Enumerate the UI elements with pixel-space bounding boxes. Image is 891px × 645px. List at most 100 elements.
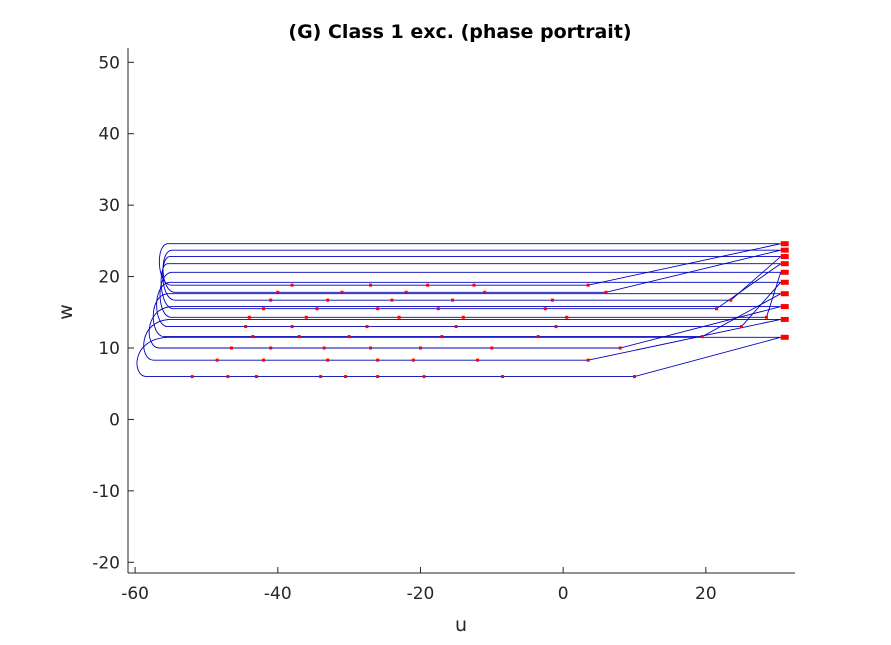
peak-marker: [780, 279, 789, 285]
peak-marker: [780, 304, 789, 310]
spike-marker: [262, 307, 266, 311]
spike-marker: [251, 335, 255, 339]
peak-marker: [780, 241, 789, 247]
spike-markers: [190, 241, 789, 379]
x-axis-label: u: [455, 614, 467, 636]
spike-marker: [536, 335, 540, 339]
spike-marker: [586, 283, 590, 287]
spike-marker: [290, 325, 294, 329]
spike-marker: [304, 315, 308, 319]
trajectory-line: [136, 336, 781, 378]
trajectory-line: [143, 318, 781, 361]
spike-marker: [247, 315, 251, 319]
spike-marker: [586, 358, 590, 362]
spike-marker: [454, 325, 458, 329]
spike-marker: [215, 358, 219, 362]
trajectory-line: [148, 306, 781, 349]
spike-marker: [269, 298, 273, 302]
spike-marker: [700, 335, 704, 339]
spike-marker: [426, 283, 430, 287]
y-tick-label: 10: [98, 339, 120, 359]
spike-marker: [190, 375, 194, 379]
spike-marker: [472, 283, 476, 287]
y-tick-label: 0: [109, 410, 120, 430]
spike-marker: [397, 315, 401, 319]
spike-marker: [440, 335, 444, 339]
trajectories: [136, 243, 782, 378]
spike-marker: [262, 358, 266, 362]
spike-marker: [326, 298, 330, 302]
peak-marker: [780, 316, 789, 322]
spike-marker: [461, 315, 465, 319]
spike-marker: [604, 290, 608, 294]
trajectory-line: [160, 263, 781, 310]
spike-marker: [729, 298, 733, 302]
spike-marker: [347, 335, 351, 339]
chart-title: (G) Class 1 exc. (phase portrait): [288, 21, 631, 43]
spike-marker: [229, 346, 233, 350]
spike-marker: [226, 375, 230, 379]
y-tick-label: 50: [98, 53, 120, 73]
x-tick-label: 0: [558, 584, 569, 604]
spike-marker: [344, 375, 348, 379]
spike-marker: [254, 375, 258, 379]
spike-marker: [244, 325, 248, 329]
spike-marker: [565, 315, 569, 319]
y-tick-label: 30: [98, 196, 120, 216]
spike-marker: [369, 283, 373, 287]
spike-marker: [632, 375, 636, 379]
spike-marker: [322, 346, 326, 350]
spike-marker: [340, 290, 344, 294]
spike-marker: [483, 290, 487, 294]
spike-marker: [411, 358, 415, 362]
trajectory-line: [158, 243, 781, 286]
spike-marker: [476, 358, 480, 362]
peak-marker: [780, 247, 789, 253]
spike-marker: [418, 346, 422, 350]
peak-marker: [780, 291, 789, 297]
spike-marker: [436, 307, 440, 311]
peak-marker: [780, 334, 789, 340]
peak-marker: [780, 254, 789, 260]
spike-marker: [490, 346, 494, 350]
spike-marker: [376, 358, 380, 362]
y-tick-label: -20: [92, 553, 120, 573]
spike-marker: [297, 335, 301, 339]
spike-marker: [543, 307, 547, 311]
peak-marker: [780, 269, 789, 275]
x-tick-label: -60: [121, 584, 149, 604]
trajectory-line: [162, 249, 781, 293]
spike-marker: [376, 307, 380, 311]
spike-marker: [276, 290, 280, 294]
spike-marker: [554, 325, 558, 329]
spike-marker: [369, 346, 373, 350]
spike-marker: [404, 290, 408, 294]
spike-marker: [739, 325, 743, 329]
y-tick-label: 40: [98, 125, 120, 145]
y-tick-label: -10: [92, 482, 120, 502]
x-tick-label: -40: [264, 584, 292, 604]
x-tick-label: -20: [407, 584, 435, 604]
spike-marker: [319, 375, 323, 379]
spike-marker: [290, 283, 294, 287]
x-tick-label: 20: [695, 584, 717, 604]
spike-marker: [326, 358, 330, 362]
spike-marker: [269, 346, 273, 350]
peak-marker: [780, 261, 789, 267]
trajectory-line: [159, 271, 782, 318]
spike-marker: [365, 325, 369, 329]
trajectory-line: [156, 281, 782, 328]
spike-marker: [501, 375, 505, 379]
spike-marker: [390, 298, 394, 302]
spike-marker: [315, 307, 319, 311]
spike-marker: [550, 298, 554, 302]
trajectory-line: [162, 256, 782, 301]
spike-marker: [451, 298, 455, 302]
y-tick-label: 20: [98, 268, 120, 288]
spike-marker: [422, 375, 426, 379]
spike-marker: [715, 307, 719, 311]
trajectory-line: [152, 293, 781, 338]
spike-marker: [376, 375, 380, 379]
spike-marker: [764, 315, 768, 319]
